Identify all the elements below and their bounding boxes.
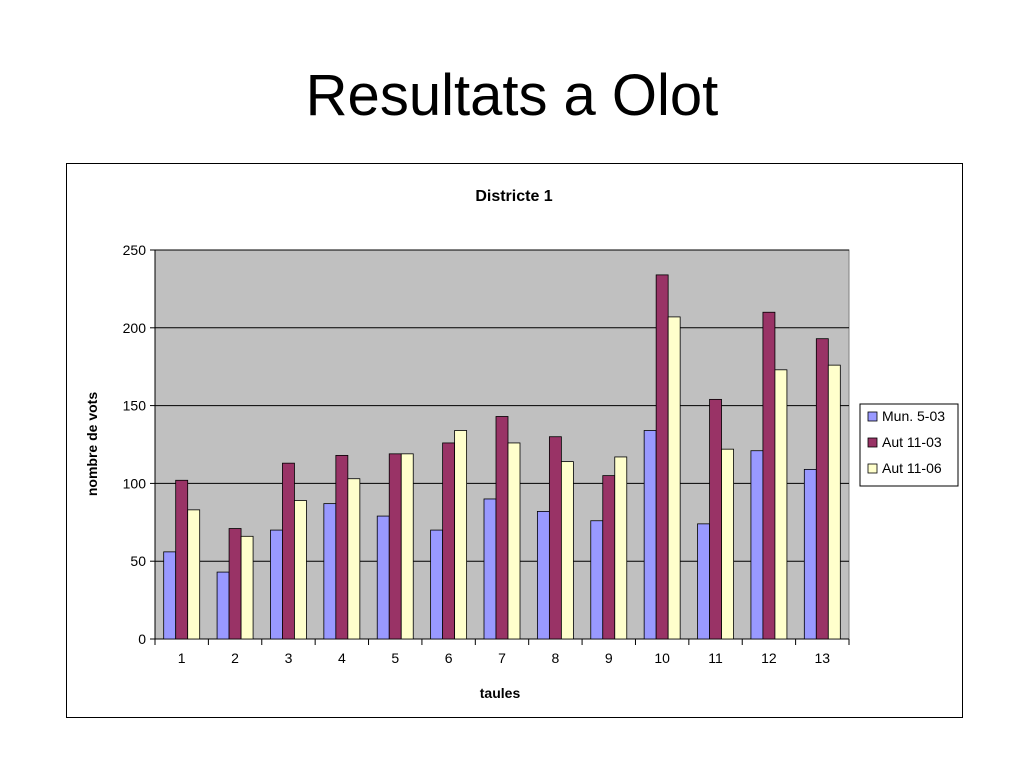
legend-label: Aut 11-06 <box>882 460 942 476</box>
bar-1-4 <box>323 503 337 640</box>
bar-2-1 <box>175 479 189 640</box>
bar-2-5 <box>388 453 402 640</box>
bar-2-7 <box>495 416 509 640</box>
bar-3-12 <box>774 369 788 640</box>
bar-3-3 <box>294 500 307 640</box>
x-tick-label: 7 <box>498 650 506 666</box>
bar-chart: Districte 1 taules nombre de vots 0 50 100… <box>84 188 959 701</box>
x-tick-label: 6 <box>445 650 453 666</box>
bar-1-8 <box>536 511 550 640</box>
x-tick-label: 12 <box>761 650 777 666</box>
bar-2-10 <box>655 274 669 640</box>
bar-2-3 <box>282 462 295 640</box>
bar-3-2 <box>240 535 254 640</box>
bar-3-7 <box>507 442 521 640</box>
bar-2-2 <box>228 528 242 640</box>
x-tick-label: 8 <box>551 650 559 666</box>
bar-2-13 <box>815 338 829 640</box>
bar-1-2 <box>216 571 230 640</box>
x-tick-label: 4 <box>338 650 346 666</box>
y-axis-label: nombre de vots <box>84 392 100 496</box>
legend-swatch <box>867 437 878 448</box>
bar-2-6 <box>442 442 456 640</box>
bar-2-11 <box>709 398 722 640</box>
bar-3-9 <box>614 456 628 640</box>
y-tick-label: 250 <box>123 242 147 258</box>
bar-3-13 <box>827 364 841 640</box>
y-tick-label: 0 <box>138 631 146 647</box>
bar-3-4 <box>347 478 361 640</box>
x-tick-label: 2 <box>231 650 239 666</box>
bar-3-5 <box>400 453 414 640</box>
legend-label: Mun. 5-03 <box>882 408 945 424</box>
slide-title: Resultats a Olot <box>305 63 719 128</box>
bar-1-13 <box>803 468 817 640</box>
bar-3-11 <box>721 448 734 640</box>
bar-2-9 <box>602 475 616 640</box>
bar-2-8 <box>548 436 562 640</box>
legend-label: Aut 11-03 <box>882 434 942 450</box>
legend-swatch <box>867 463 878 474</box>
bar-1-10 <box>643 430 657 640</box>
y-tick-label: 150 <box>123 398 147 414</box>
x-tick-label: 13 <box>815 650 831 666</box>
bar-2-12 <box>762 311 776 640</box>
x-tick-label: 3 <box>285 650 293 666</box>
y-tick-label: 100 <box>123 475 147 491</box>
bar-1-9 <box>590 520 604 640</box>
bar-1-5 <box>376 515 390 640</box>
x-tick-label: 10 <box>654 650 670 666</box>
bar-3-6 <box>454 430 468 640</box>
bar-1-3 <box>270 529 283 640</box>
legend: Mun. 5-03 Aut 11-03 Aut 11-06 <box>859 403 959 487</box>
x-tick-label: 9 <box>605 650 613 666</box>
bar-1-7 <box>483 498 497 640</box>
legend-swatch <box>867 411 878 422</box>
bar-1-12 <box>750 450 764 640</box>
bar-3-8 <box>560 461 574 640</box>
bar-1-11 <box>697 523 710 640</box>
bar-1-1 <box>163 551 177 640</box>
chart-frame: Districte 1 taules nombre de vots 0 50 100… <box>66 163 963 718</box>
bar-1-6 <box>430 529 444 640</box>
x-axis-label: taules <box>480 685 521 701</box>
x-tick-label: 1 <box>178 650 186 666</box>
chart-title: Districte 1 <box>475 188 552 205</box>
bar-3-1 <box>187 509 201 640</box>
x-tick-label: 5 <box>391 650 399 666</box>
y-tick-label: 200 <box>123 320 147 336</box>
bar-3-10 <box>667 316 681 640</box>
bar-2-4 <box>335 454 349 640</box>
x-tick-label: 11 <box>708 650 723 666</box>
y-tick-label: 50 <box>130 553 146 569</box>
